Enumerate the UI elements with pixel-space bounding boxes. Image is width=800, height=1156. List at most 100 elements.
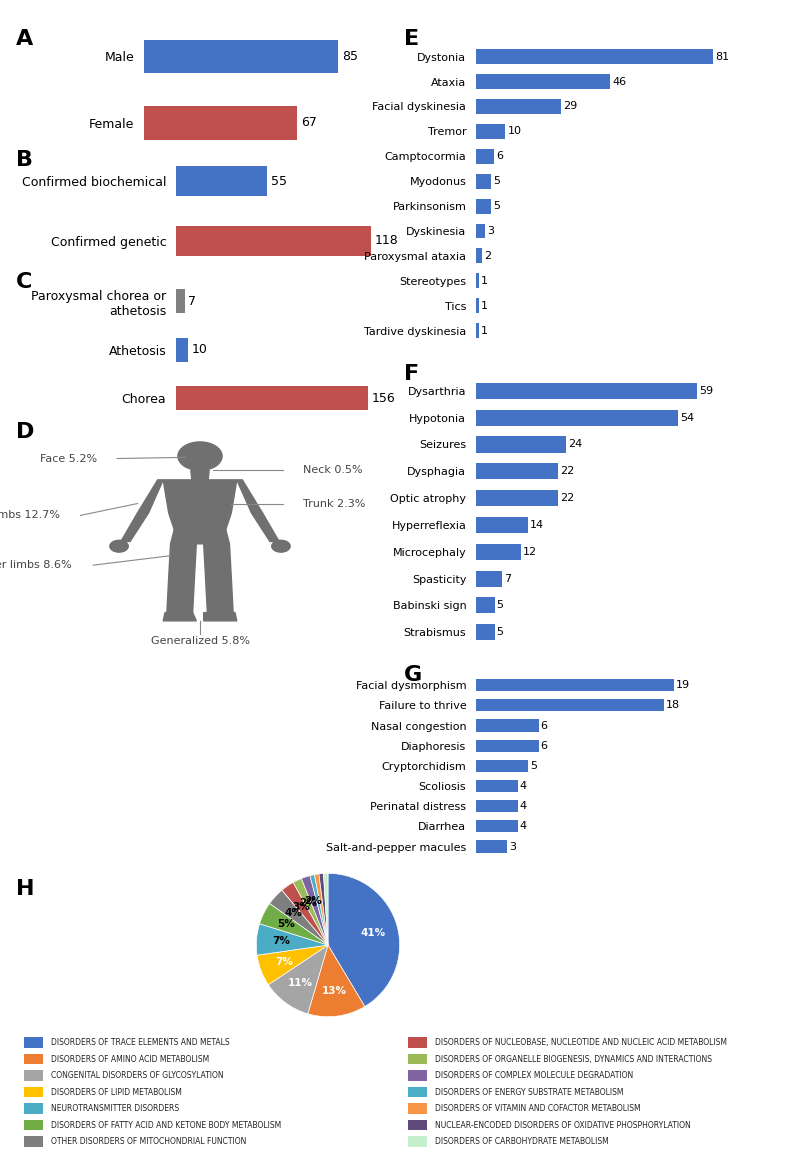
- Text: G: G: [404, 665, 422, 684]
- FancyBboxPatch shape: [24, 1120, 43, 1131]
- Polygon shape: [204, 543, 231, 577]
- Polygon shape: [191, 470, 210, 480]
- Bar: [476, 780, 518, 792]
- Circle shape: [178, 442, 222, 470]
- Text: 24: 24: [568, 439, 582, 450]
- Text: DISORDERS OF ORGANELLE BIOGENESIS, DYNAMICS AND INTERACTIONS: DISORDERS OF ORGANELLE BIOGENESIS, DYNAM…: [434, 1055, 711, 1064]
- Text: 2: 2: [484, 251, 491, 261]
- Bar: [476, 800, 518, 813]
- Text: 156: 156: [371, 392, 395, 405]
- Text: B: B: [16, 150, 33, 170]
- Bar: [476, 719, 538, 732]
- Polygon shape: [121, 513, 149, 541]
- FancyBboxPatch shape: [24, 1103, 43, 1113]
- Polygon shape: [163, 613, 196, 621]
- Text: A: A: [16, 29, 34, 49]
- Bar: [476, 740, 538, 751]
- Text: Trunk 2.3%: Trunk 2.3%: [303, 498, 366, 509]
- Wedge shape: [314, 874, 328, 946]
- Bar: [476, 273, 479, 288]
- FancyBboxPatch shape: [24, 1053, 43, 1064]
- Bar: [476, 223, 485, 238]
- Text: 4: 4: [520, 822, 527, 831]
- FancyBboxPatch shape: [408, 1070, 427, 1081]
- Wedge shape: [323, 874, 328, 946]
- Bar: [144, 39, 338, 73]
- Text: 41%: 41%: [360, 927, 386, 938]
- Text: 5: 5: [493, 176, 500, 186]
- Bar: [176, 289, 185, 313]
- Text: 5: 5: [497, 600, 503, 610]
- Bar: [144, 106, 297, 140]
- Circle shape: [272, 540, 290, 553]
- Text: 54: 54: [680, 413, 694, 423]
- FancyBboxPatch shape: [408, 1037, 427, 1047]
- Text: 7: 7: [188, 295, 196, 307]
- Wedge shape: [282, 882, 328, 946]
- Text: 18: 18: [666, 701, 680, 710]
- Text: 2%: 2%: [305, 896, 322, 906]
- Text: 29: 29: [563, 102, 578, 111]
- Bar: [476, 624, 494, 640]
- Text: 5: 5: [497, 628, 503, 637]
- Text: DISORDERS OF ENERGY SUBSTRATE METABOLISM: DISORDERS OF ENERGY SUBSTRATE METABOLISM: [434, 1088, 623, 1097]
- Wedge shape: [310, 875, 328, 946]
- Text: CONGENITAL DISORDERS OF GLYCOSYLATION: CONGENITAL DISORDERS OF GLYCOSYLATION: [50, 1072, 223, 1081]
- FancyBboxPatch shape: [408, 1087, 427, 1097]
- Text: H: H: [16, 879, 34, 898]
- Text: 14: 14: [530, 520, 545, 529]
- Text: 13%: 13%: [322, 986, 346, 996]
- Text: E: E: [404, 29, 419, 49]
- Bar: [176, 386, 368, 410]
- Text: 22: 22: [560, 466, 574, 476]
- Bar: [476, 409, 678, 425]
- FancyBboxPatch shape: [408, 1136, 427, 1147]
- Text: 59: 59: [698, 386, 713, 395]
- Bar: [476, 517, 529, 533]
- Text: 4: 4: [520, 801, 527, 812]
- Wedge shape: [268, 946, 328, 1014]
- Polygon shape: [206, 577, 233, 613]
- Text: 7: 7: [504, 573, 511, 584]
- Text: NEUROTRANSMITTER DISORDERS: NEUROTRANSMITTER DISORDERS: [50, 1104, 178, 1113]
- Bar: [476, 543, 521, 560]
- FancyBboxPatch shape: [24, 1087, 43, 1097]
- Bar: [476, 199, 490, 214]
- Text: 1: 1: [482, 326, 488, 335]
- Text: DISORDERS OF COMPLEX MOLECULE DEGRADATION: DISORDERS OF COMPLEX MOLECULE DEGRADATIO…: [434, 1072, 633, 1081]
- Text: C: C: [16, 272, 32, 291]
- Wedge shape: [328, 874, 400, 1007]
- Text: Neck 0.5%: Neck 0.5%: [303, 466, 362, 475]
- Text: 10: 10: [192, 343, 208, 356]
- Bar: [176, 166, 267, 197]
- Text: DISORDERS OF FATTY ACID AND KETONE BODY METABOLISM: DISORDERS OF FATTY ACID AND KETONE BODY …: [50, 1121, 281, 1129]
- Text: 10: 10: [507, 126, 522, 136]
- Text: 85: 85: [342, 50, 358, 62]
- Bar: [476, 759, 528, 772]
- Wedge shape: [308, 946, 365, 1016]
- Polygon shape: [170, 529, 230, 543]
- Polygon shape: [204, 613, 237, 621]
- Text: DISORDERS OF TRACE ELEMENTS AND METALS: DISORDERS OF TRACE ELEMENTS AND METALS: [50, 1038, 229, 1047]
- Text: 55: 55: [270, 175, 286, 187]
- Bar: [476, 99, 561, 114]
- Bar: [476, 680, 674, 691]
- Bar: [476, 699, 664, 711]
- Text: 1: 1: [482, 276, 488, 286]
- Bar: [476, 49, 713, 64]
- Polygon shape: [237, 480, 262, 513]
- Wedge shape: [256, 924, 328, 955]
- Text: Generalized 5.8%: Generalized 5.8%: [150, 636, 250, 646]
- Polygon shape: [251, 513, 279, 541]
- Wedge shape: [270, 890, 328, 946]
- Text: 81: 81: [715, 52, 729, 61]
- Text: F: F: [404, 364, 419, 384]
- Bar: [476, 298, 479, 313]
- Wedge shape: [257, 946, 328, 985]
- Polygon shape: [138, 480, 163, 513]
- Polygon shape: [167, 577, 194, 613]
- Bar: [476, 840, 507, 853]
- Wedge shape: [293, 879, 328, 946]
- Text: 7%: 7%: [273, 936, 290, 947]
- Text: 67: 67: [301, 117, 317, 129]
